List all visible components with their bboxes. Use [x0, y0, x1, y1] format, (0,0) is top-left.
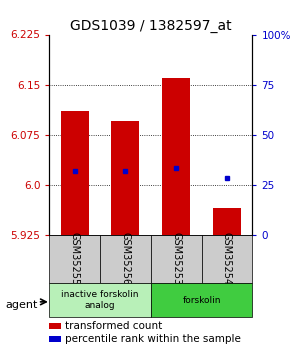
Bar — [111, 121, 139, 235]
Text: percentile rank within the sample: percentile rank within the sample — [65, 334, 241, 344]
Text: GSM35255: GSM35255 — [70, 232, 80, 285]
Bar — [49, 283, 151, 317]
Text: GSM35256: GSM35256 — [120, 232, 130, 285]
Bar — [213, 208, 241, 235]
Bar — [151, 283, 252, 317]
Bar — [151, 235, 202, 283]
Bar — [61, 111, 89, 235]
Bar — [202, 235, 252, 283]
Bar — [100, 235, 151, 283]
Text: inactive forskolin
analog: inactive forskolin analog — [61, 290, 139, 310]
Text: agent: agent — [6, 300, 38, 310]
Text: GSM35254: GSM35254 — [222, 232, 232, 285]
Title: GDS1039 / 1382597_at: GDS1039 / 1382597_at — [70, 19, 232, 33]
Text: transformed count: transformed count — [65, 321, 162, 331]
Bar — [162, 78, 190, 235]
Text: forskolin: forskolin — [182, 296, 221, 305]
Bar — [49, 235, 100, 283]
Text: GSM35253: GSM35253 — [171, 232, 181, 285]
